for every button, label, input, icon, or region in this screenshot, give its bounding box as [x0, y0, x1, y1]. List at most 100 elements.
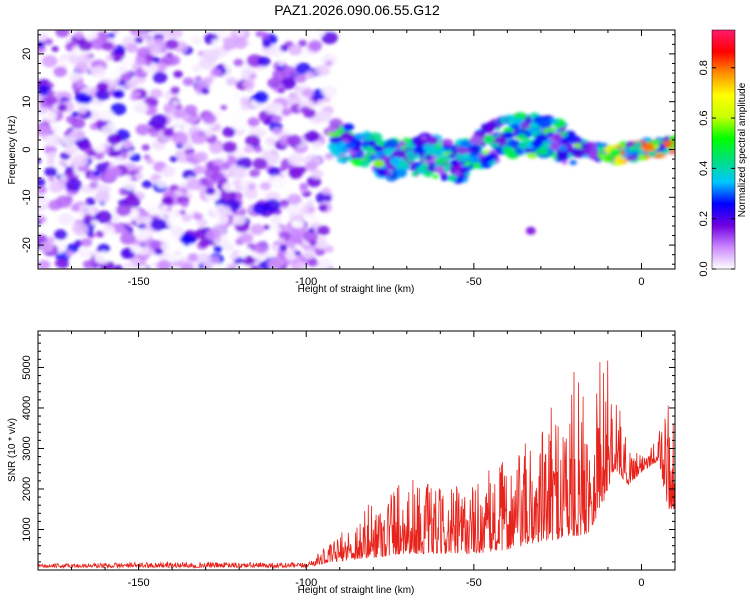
heatmap-cell [222, 126, 236, 138]
heatmap-cell [196, 252, 212, 265]
heatmap-cell [38, 158, 42, 164]
heatmap-cell [193, 212, 203, 221]
heatmap-cell [546, 132, 554, 137]
heatmap-cell [513, 147, 524, 155]
heatmap-cell [316, 258, 333, 269]
heatmap-cell [242, 79, 255, 89]
snr-series-line [38, 360, 675, 570]
heatmap-cell [493, 142, 500, 147]
colorbar-frame [711, 29, 736, 270]
heatmap-cell [299, 50, 311, 59]
heatmap-cell [409, 166, 416, 171]
heatmap-cell [438, 147, 446, 153]
heatmap-cell [244, 247, 252, 253]
heatmap-cell [342, 138, 350, 144]
heatmap-cell [69, 129, 86, 142]
heatmap-cell [263, 224, 271, 230]
heatmap-cell [316, 225, 330, 236]
heatmap-cell [165, 39, 179, 50]
y-tick-label: 4000 [21, 396, 33, 420]
heatmap-cell [101, 224, 115, 235]
heatmap-cell [483, 149, 490, 155]
heatmap-y-axis-label: Frequency (Hz) [7, 116, 18, 185]
heatmap-cell [304, 130, 320, 143]
heatmap-cell [170, 86, 181, 95]
heatmap-cell [233, 38, 248, 49]
heatmap-cell [449, 174, 458, 181]
heatmap-cell [321, 31, 338, 45]
heatmap-cell [267, 257, 284, 269]
heatmap-cell [298, 124, 309, 133]
heatmap-cell [295, 62, 311, 75]
heatmap-cell [171, 99, 180, 106]
heatmap-y-axis: -20 -10 0 10 20 [21, 34, 675, 265]
heatmap-cell [38, 220, 43, 226]
heatmap-cell [537, 118, 552, 129]
heatmap-cell [145, 54, 155, 62]
heatmap-cell [190, 131, 208, 145]
heatmap-cell [161, 166, 176, 177]
heatmap-cell [125, 70, 134, 77]
y-tick-label: 0 [21, 146, 33, 152]
heatmap-cell [44, 38, 53, 46]
heatmap-cell [327, 125, 338, 133]
heatmap-cell [277, 87, 286, 94]
heatmap-cell [217, 205, 232, 217]
heatmap-cell [287, 153, 304, 166]
heatmap-cell [129, 30, 145, 36]
heatmap-cell [47, 90, 55, 97]
heatmap-cell [448, 153, 456, 159]
heatmap-cell [323, 96, 331, 103]
heatmap-cell [277, 60, 285, 67]
heatmap-cell [631, 151, 639, 158]
colorbar-label: Normalized spectral amplitude [737, 82, 748, 217]
heatmap-cell [215, 214, 229, 225]
heatmap-cell [321, 187, 332, 195]
heatmap-cell [318, 204, 328, 212]
heatmap-cell [179, 233, 196, 247]
heatmap-cell [51, 46, 59, 52]
heatmap-cell [249, 169, 261, 178]
heatmap-cell [123, 195, 141, 209]
heatmap-cell [150, 218, 167, 231]
heatmap-cell [95, 89, 111, 101]
colorbar: 0.0 0.2 0.4 0.6 0.8 Normalized spectral ampl… [698, 29, 748, 277]
heatmap-cell [308, 227, 315, 233]
heatmap-cell [419, 169, 426, 174]
heatmap-cell [65, 178, 83, 192]
heatmap-cell [51, 125, 61, 133]
heatmap-cell [270, 215, 282, 225]
y-tick-label: 1000 [21, 517, 33, 541]
heatmap-cell [78, 107, 87, 115]
heatmap-cell [169, 185, 179, 192]
heatmap-cell [424, 159, 431, 165]
heatmap-cell [122, 180, 137, 191]
heatmap-cell [144, 60, 152, 67]
heatmap-cell [609, 148, 622, 157]
heatmap-cell [400, 146, 407, 150]
heatmap-cell [156, 260, 172, 269]
heatmap-cell [193, 165, 205, 175]
heatmap-cell [76, 139, 91, 150]
heatmap-cell [47, 176, 56, 182]
heatmap-cell [248, 183, 256, 190]
heatmap-cell [169, 241, 185, 253]
heatmap-cell [239, 181, 248, 188]
heatmap-cell [313, 115, 323, 123]
heatmap-cell [621, 154, 627, 159]
heatmap-cell [127, 150, 135, 156]
heatmap-cell [305, 71, 316, 79]
heatmap-cell [41, 55, 58, 68]
snr-x-axis-label: Height of straight line (km) [298, 585, 415, 596]
heatmap-cell [187, 253, 199, 262]
heatmap-cell [373, 144, 383, 152]
heatmap-cell [249, 223, 265, 235]
heatmap-cell [67, 71, 81, 82]
heatmap-cell [133, 91, 141, 97]
snr-y-axis: 1000 2000 3000 4000 5000 [21, 334, 675, 571]
heatmap-cell [139, 265, 148, 269]
heatmap-cell [96, 82, 109, 92]
heatmap-cell [145, 158, 154, 165]
heatmap-cell [372, 159, 385, 168]
heatmap-cell [385, 170, 392, 176]
